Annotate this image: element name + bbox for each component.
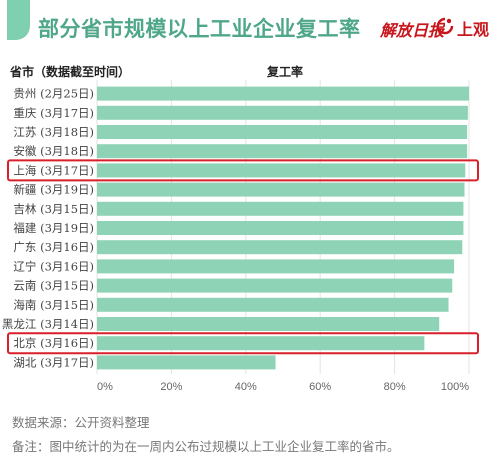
category-label: 海南 (3月15日) — [13, 298, 94, 312]
x-tick-label: 100% — [441, 381, 469, 393]
brand-logo-jiefang: 解放日报 — [380, 21, 445, 40]
category-label: 北京 (3月16日) — [13, 336, 94, 350]
value-column-header: 复工率 — [267, 65, 304, 79]
brand-logo-shangguan: 上观 — [457, 22, 490, 39]
category-label: 黑龙江 (3月14日) — [2, 317, 94, 331]
bar — [97, 297, 449, 312]
category-label: 安徽 (3月18日) — [13, 144, 94, 158]
bar — [97, 86, 469, 101]
category-label: 上海 (3月17日) — [13, 163, 94, 177]
bar — [97, 240, 463, 255]
x-tick-label: 20% — [160, 381, 182, 393]
bar — [97, 201, 464, 216]
chart-title: 部分省市规模以上工业企业复工率 — [38, 18, 361, 41]
x-tick-label: 0% — [97, 381, 113, 393]
category-label: 广东 (3月16日) — [13, 240, 94, 254]
category-label: 新疆 (3月19日) — [13, 183, 94, 197]
x-tick-label: 60% — [309, 381, 331, 393]
bar — [97, 336, 425, 351]
category-label: 湖北 (3月17日) — [13, 355, 94, 369]
data-source-note: 数据来源：公开资料整理 — [12, 416, 150, 430]
remark-note: 备注：图中统计的为在一周内公布过规模以上工业企业复工率的省市。 — [12, 440, 400, 454]
category-label: 贵州 (2月25日) — [13, 87, 94, 101]
x-tick-label: 80% — [384, 381, 406, 393]
bar — [97, 355, 276, 370]
bar — [97, 317, 440, 331]
category-label: 辽宁 (3月16日) — [13, 259, 94, 273]
category-label: 吉林 (3月15日) — [13, 202, 94, 216]
category-label: 福建 (3月19日) — [13, 221, 94, 235]
category-label: 重庆 (3月17日) — [13, 106, 94, 120]
shangguan-logo-icon — [436, 17, 454, 35]
category-column-header: 省市（数据截至时间） — [10, 65, 131, 79]
highlight-box — [7, 159, 479, 182]
bar — [97, 163, 466, 178]
chart-header: 部分省市规模以上工业企业复工率 解放日报 上观 — [0, 0, 499, 50]
bar — [97, 144, 468, 159]
x-tick-label: 40% — [235, 381, 257, 393]
bar — [97, 278, 453, 293]
bar — [97, 221, 464, 235]
header-accent-shape — [7, 0, 30, 40]
bar — [97, 105, 468, 120]
highlight-box — [7, 332, 479, 355]
bar — [97, 259, 455, 274]
bar — [97, 182, 465, 197]
category-label: 江苏 (3月18日) — [13, 125, 94, 139]
category-label: 云南 (3月15日) — [13, 279, 94, 293]
bar — [97, 125, 468, 139]
